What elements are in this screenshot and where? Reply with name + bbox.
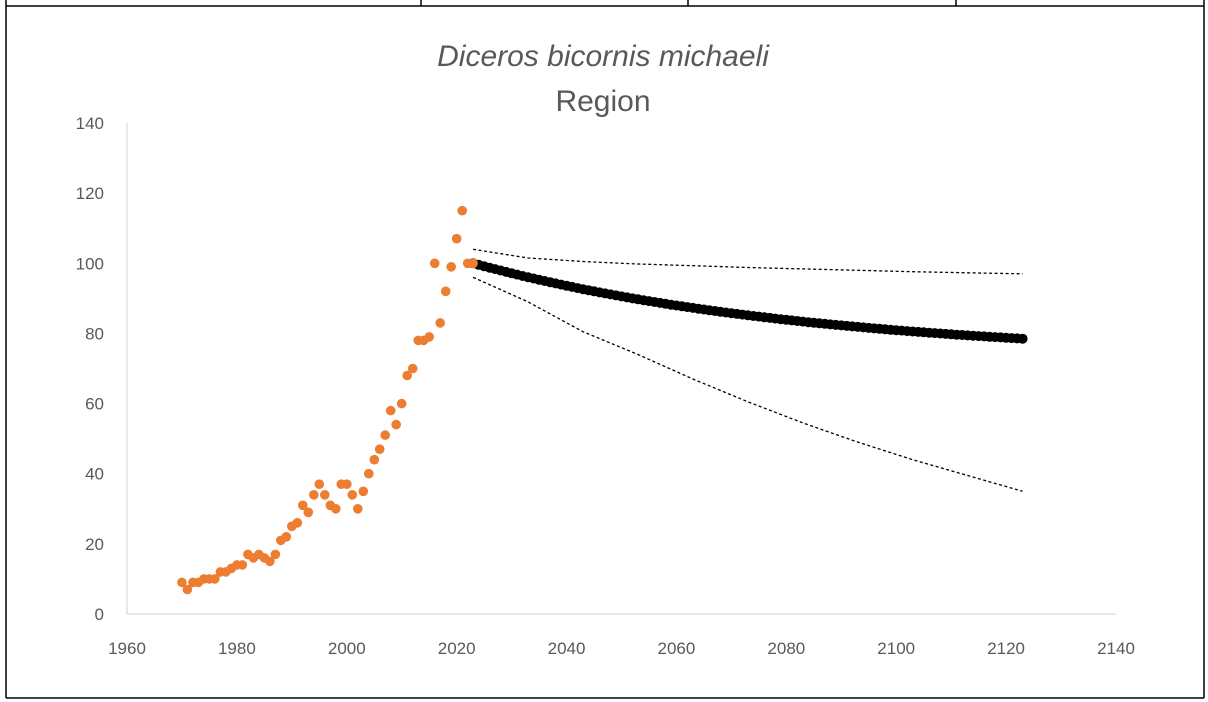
x-tick-label: 2140: [1097, 639, 1135, 658]
observed-point: [237, 560, 248, 570]
observed-point: [177, 577, 187, 588]
observed-point: [374, 444, 385, 455]
x-tick-label: 1960: [108, 639, 146, 658]
observed-point: [380, 430, 391, 440]
observed-point: [446, 262, 457, 272]
observed-point: [369, 454, 380, 465]
observed-series: [177, 205, 478, 595]
observed-point: [298, 500, 308, 511]
observed-point: [353, 504, 363, 514]
observed-point: [468, 258, 478, 269]
confidence-bounds: [472, 248, 1023, 492]
x-tick-label: 2060: [658, 639, 696, 658]
observed-point: [407, 363, 418, 374]
y-tick-label: 60: [85, 395, 104, 414]
x-tick-label: 1980: [218, 639, 256, 658]
observed-point: [270, 549, 281, 560]
observed-point: [385, 405, 396, 416]
observed-point: [440, 286, 451, 297]
x-tick-labels: 1960 1980 2000 2020 2040 2060 2080 2100 2120 2140: [108, 639, 1135, 658]
observed-point: [358, 486, 369, 497]
observed-point: [309, 490, 319, 500]
y-tick-label: 120: [76, 184, 104, 203]
observed-point: [281, 532, 292, 542]
x-tick-label: 2080: [767, 639, 805, 658]
observed-point: [364, 468, 374, 479]
observed-point: [457, 205, 468, 216]
y-tick-label: 140: [76, 114, 104, 133]
y-tick-label: 80: [85, 324, 104, 343]
chart-subtitle: Region: [555, 85, 650, 118]
upper-bound-line: [472, 248, 1023, 275]
observed-point: [435, 318, 446, 328]
observed-point: [402, 370, 413, 381]
y-tick-label: 40: [85, 465, 104, 484]
lower-bound-line: [472, 276, 1023, 492]
observed-point: [314, 479, 325, 490]
chart-title: Diceros bicornis michaeli: [437, 40, 770, 73]
observed-point: [320, 490, 330, 500]
observed-point: [342, 479, 352, 490]
y-tick-label: 20: [85, 535, 104, 554]
observed-point: [451, 233, 462, 244]
observed-point: [391, 419, 402, 430]
x-tick-label: 2000: [328, 639, 366, 658]
y-tick-labels: 0 20 40 60 80 100 120 140: [76, 114, 104, 624]
observed-point: [424, 332, 435, 342]
y-tick-label: 0: [95, 605, 104, 624]
x-tick-label: 2120: [987, 639, 1025, 658]
observed-point: [429, 258, 440, 269]
x-tick-label: 2040: [548, 639, 586, 658]
observed-point: [265, 556, 275, 567]
observed-point: [331, 504, 341, 514]
observed-point: [210, 574, 220, 584]
observed-point: [396, 398, 407, 409]
observed-point: [303, 507, 314, 518]
projection-point: [1017, 333, 1028, 344]
observed-point: [182, 584, 193, 595]
observed-point: [347, 490, 358, 500]
y-tick-label: 100: [76, 254, 104, 273]
x-tick-label: 2020: [438, 639, 476, 658]
x-tick-label: 2100: [877, 639, 915, 658]
projection-series: [468, 258, 1028, 344]
observed-point: [292, 518, 303, 528]
